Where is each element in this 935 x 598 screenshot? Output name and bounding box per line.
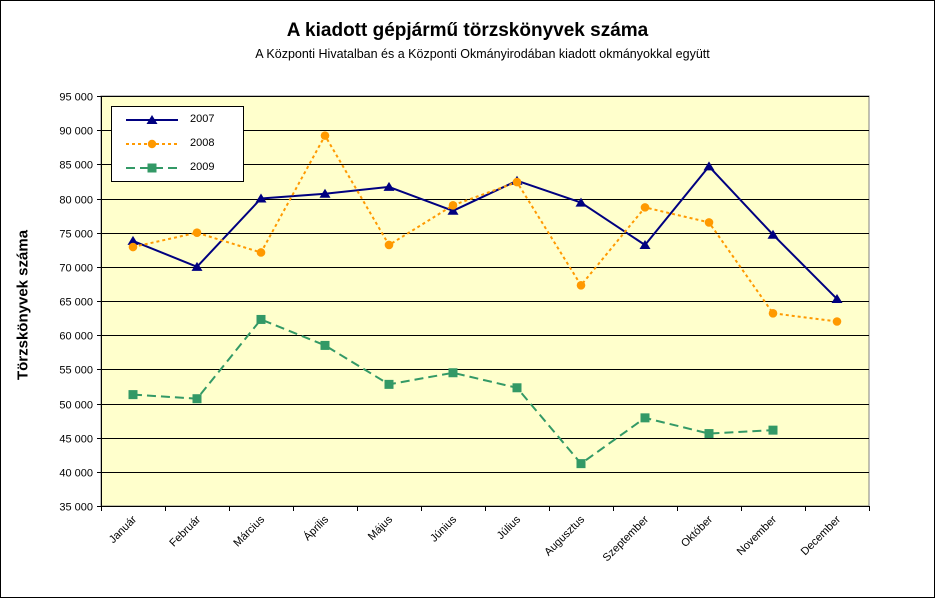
y-tick-label: 55 000	[59, 365, 93, 377]
y-tick-label: 90 000	[59, 126, 93, 138]
series-line-2007	[132, 165, 838, 300]
x-tick-label: Szeptember	[601, 513, 652, 564]
data-point-2007	[831, 293, 843, 303]
data-point-2009	[576, 459, 586, 469]
data-point-2009	[640, 413, 650, 423]
data-point-2009	[128, 390, 138, 400]
x-tick-label: Október	[679, 513, 715, 549]
y-tick-label: 75 000	[59, 229, 93, 241]
data-point-2008	[192, 228, 202, 237]
data-point-2007	[255, 193, 267, 203]
data-point-2007	[575, 197, 587, 207]
data-point-2008	[704, 218, 714, 227]
data-point-2009	[192, 394, 202, 404]
y-tick-label: 85 000	[59, 160, 93, 172]
data-point-2007	[767, 229, 779, 239]
y-tick-label: 40 000	[59, 468, 93, 480]
y-tick-label: 70 000	[59, 263, 93, 275]
x-tick-label: Június	[428, 513, 459, 544]
legend-item-2008: 2008	[112, 132, 243, 156]
series-line-2008	[132, 134, 838, 323]
data-point-2009	[768, 425, 778, 435]
x-tick-label: Január	[107, 513, 140, 546]
data-point-2008	[256, 248, 266, 257]
data-point-2007	[383, 181, 395, 191]
y-tick-label: 35 000	[59, 502, 93, 514]
legend-swatch-2007	[126, 115, 178, 124]
data-point-2009	[448, 368, 458, 378]
data-point-2008	[512, 177, 522, 187]
series-line-2009	[132, 318, 774, 465]
data-point-2007	[319, 188, 331, 198]
data-point-2008	[768, 309, 778, 318]
legend-swatch-2008	[126, 139, 178, 149]
legend-item-2007: 2007	[112, 108, 243, 132]
data-point-2009	[512, 383, 522, 393]
x-tick-label: Február	[167, 513, 203, 549]
data-point-2008	[576, 280, 586, 290]
data-point-2007	[191, 261, 203, 271]
data-point-2007	[639, 239, 651, 249]
legend: 2007 2008 2009	[111, 106, 244, 182]
x-tick-label: November	[735, 513, 780, 558]
x-tick-label: Március	[231, 513, 267, 549]
chart-title: A kiadott gépjármű törzskönyvek száma	[286, 20, 649, 41]
data-point-2009	[320, 340, 330, 350]
x-tick-label: Augusztus	[542, 513, 587, 558]
legend-item-2009: 2009	[112, 156, 243, 180]
data-point-2008	[384, 240, 394, 250]
x-tick-label: Április	[301, 513, 332, 544]
y-tick-label: 65 000	[59, 297, 93, 309]
data-point-2007	[703, 161, 715, 171]
data-point-2007	[447, 205, 459, 215]
y-tick-label: 50 000	[59, 400, 93, 412]
y-tick-label: 45 000	[59, 434, 93, 446]
data-point-2009	[256, 314, 266, 324]
data-point-2007	[127, 235, 139, 245]
data-point-2008	[832, 317, 842, 326]
data-point-2008	[448, 201, 458, 210]
data-point-2009	[384, 379, 394, 389]
y-tick-label: 80 000	[59, 195, 93, 207]
x-tick-label: December	[799, 513, 844, 558]
legend-swatch-2009	[126, 163, 178, 173]
legend-label-2008: 2008	[190, 137, 215, 149]
x-tick-label: Május	[366, 513, 396, 543]
chart-subtitle: A Központi Hivatalban és a Központi Okmá…	[255, 47, 710, 61]
legend-label-2007: 2007	[190, 113, 215, 125]
legend-label-2009: 2009	[190, 161, 215, 173]
data-point-2008	[640, 203, 650, 212]
x-tick-label: Július	[495, 513, 524, 542]
data-point-2008	[128, 242, 138, 252]
y-tick-label: 95 000	[59, 92, 93, 104]
y-tick-label: 60 000	[59, 331, 93, 343]
data-point-2008	[320, 131, 330, 140]
data-point-2009	[704, 429, 714, 439]
